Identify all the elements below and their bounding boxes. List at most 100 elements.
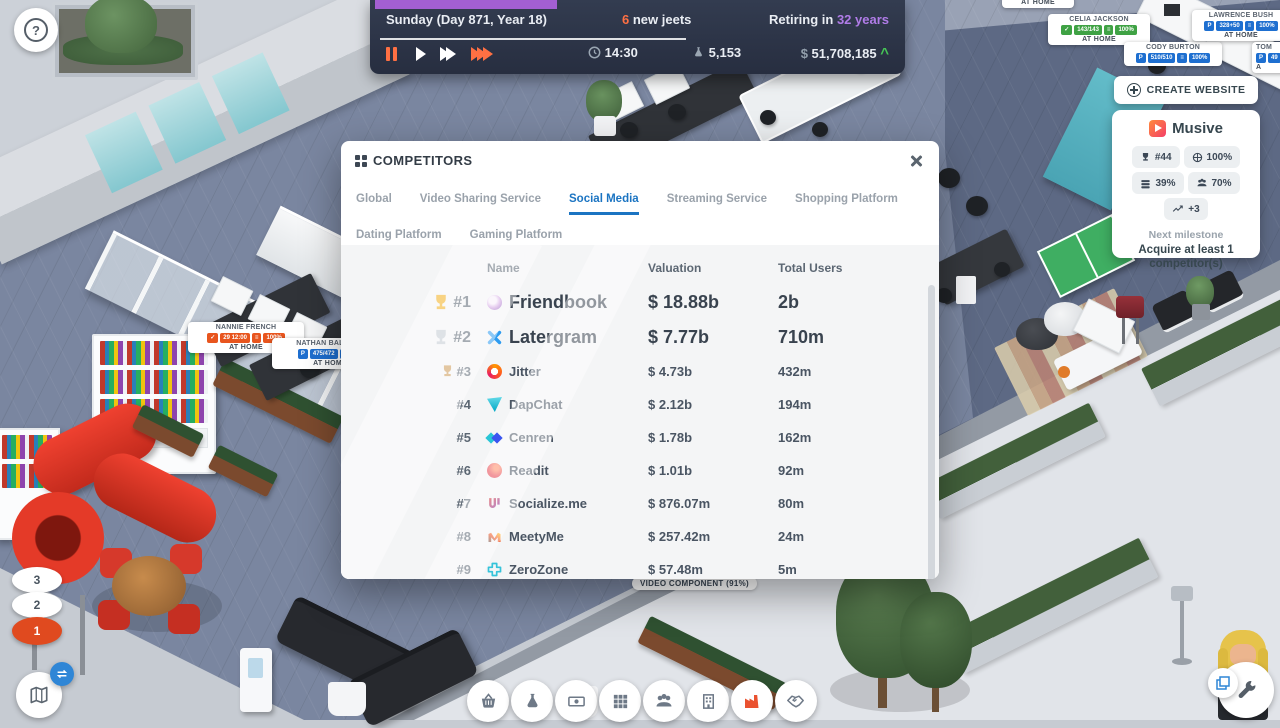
reach-stat: 100% — [1183, 146, 1241, 168]
table-row: #9 ZeroZone $ 57.48m 5m — [456, 562, 797, 577]
employee-plate-celia[interactable]: CELIA JACKSON ✓ 143/143 ≡ 100% AT HOME — [1048, 14, 1150, 45]
play-button[interactable] — [415, 45, 427, 61]
red-stool — [168, 604, 200, 634]
tab-global[interactable]: Global — [356, 193, 392, 205]
water-cooler — [240, 648, 272, 712]
time-controls — [386, 45, 494, 61]
fastest-forward-button[interactable] — [470, 45, 494, 61]
status-chip: 328+50 — [1216, 21, 1243, 31]
modal-scrollbar[interactable] — [928, 285, 935, 579]
research-points: 5,153 — [692, 45, 741, 60]
character-hair-strand — [1258, 648, 1268, 682]
help-button[interactable]: ? — [14, 8, 58, 52]
company-panel: Musive #44 100% 39% 70% +3 Next mileston… — [1112, 110, 1260, 270]
screenshots-button[interactable] — [1208, 668, 1238, 698]
tab-social-media[interactable]: Social Media — [569, 193, 639, 215]
meeting-chair — [812, 122, 828, 137]
status-chip: P — [1204, 21, 1215, 31]
monitor — [1164, 4, 1180, 16]
swap-arrows-icon — [56, 669, 68, 679]
rank-stat: #44 — [1131, 146, 1180, 168]
flask-icon — [526, 693, 538, 707]
table-header: Name Valuation Total Users — [487, 261, 843, 275]
milestone-label: Next milestone — [1148, 229, 1224, 241]
table-row: #2 Latergram $ 7.77b 710m — [341, 320, 939, 355]
team-button[interactable] — [643, 680, 685, 722]
roof-planter — [52, 0, 198, 80]
tab-gaming[interactable]: Gaming Platform — [469, 229, 563, 241]
office-plant — [586, 80, 622, 122]
trend-icon — [1173, 205, 1184, 212]
building-button[interactable] — [687, 680, 729, 722]
company-name: Musive — [1172, 120, 1223, 137]
cabinet — [956, 276, 976, 304]
jeets-count: 6 — [622, 12, 630, 27]
basket-icon — [481, 692, 495, 708]
floor-button-3[interactable]: 3 — [12, 567, 62, 593]
status-chip: ≡ — [1177, 53, 1187, 63]
employee-plate-tom[interactable]: TOM P 49 A — [1252, 42, 1280, 73]
tab-dating[interactable]: Dating Platform — [356, 229, 442, 241]
lamp-leg — [1136, 318, 1139, 344]
research-button[interactable] — [511, 680, 553, 722]
cenren-logo — [485, 430, 503, 445]
balance[interactable]: $ 51,708,185 ^ — [800, 45, 889, 62]
fast-forward-button[interactable] — [440, 45, 457, 61]
round-table — [112, 556, 186, 616]
silver-trophy-icon — [436, 329, 446, 344]
employee-plate-cody[interactable]: CODY BURTON P 510/510 ≡ 100% — [1124, 42, 1222, 66]
tab-shopping[interactable]: Shopping Platform — [795, 193, 898, 205]
planter-pot — [328, 682, 366, 716]
table-row: #3 Jitter $ 4.73b 432m — [341, 355, 939, 388]
floor-button-1[interactable]: 1 — [12, 617, 62, 645]
socializeme-logo — [489, 498, 500, 508]
meeting-chair — [760, 110, 776, 125]
lamp-leg — [1122, 318, 1125, 344]
status-tag[interactable]: AT HOME — [1002, 0, 1074, 8]
status-chip: P — [1135, 53, 1146, 63]
plant-pot — [1192, 304, 1210, 320]
market-button[interactable] — [731, 680, 773, 722]
status-chip: ≡ — [1244, 21, 1255, 31]
status-chip: 475/472 — [309, 349, 338, 359]
dapchat-logo — [487, 397, 502, 412]
lamp-base — [1172, 658, 1192, 665]
create-website-button[interactable]: CREATE WEBSITE — [1114, 76, 1258, 104]
friendbook-logo — [487, 295, 502, 310]
potted-plant — [1186, 276, 1214, 308]
conference-chair — [994, 262, 1010, 277]
tab-video-sharing[interactable]: Video Sharing Service — [419, 193, 542, 205]
modal-header: COMPETITORS — [341, 141, 939, 181]
team-icon — [656, 694, 672, 707]
jitter-logo — [487, 364, 502, 379]
slide-pole — [80, 595, 85, 675]
close-icon[interactable] — [909, 154, 923, 168]
conference-chair — [936, 288, 952, 303]
day-progress-bar — [375, 0, 557, 9]
modal-title: COMPETITORS — [373, 153, 473, 168]
deals-button[interactable] — [775, 680, 817, 722]
map-icon — [30, 686, 48, 704]
inventory-button[interactable] — [599, 680, 641, 722]
basketball — [1058, 366, 1070, 378]
pause-button[interactable] — [386, 45, 400, 61]
plant-pot — [594, 116, 616, 136]
table-row: #8 MeetyMe $ 257.42m 24m — [456, 529, 805, 544]
lamp-shade — [1171, 586, 1193, 601]
finances-button[interactable] — [555, 680, 597, 722]
table-row: #7 Socialize.me $ 876.07m 80m — [456, 496, 805, 511]
store-button[interactable] — [467, 680, 509, 722]
banknote-icon — [567, 695, 585, 707]
new-jeets[interactable]: 6 new jeets — [622, 12, 692, 27]
status-chip: 100% — [1188, 53, 1211, 63]
floor-button-2[interactable]: 2 — [12, 592, 62, 618]
employee-plate-lawrence[interactable]: LAWRENCE BUSH P 328+50 ≡ 100% AT HOME — [1192, 10, 1280, 41]
balance-up-icon: ^ — [880, 45, 889, 62]
category-tabs: Global Video Sharing Service Social Medi… — [356, 193, 916, 262]
window-glass — [148, 81, 227, 164]
milestone-text: Acquire at least 1 competitor(s) — [1138, 244, 1234, 271]
rotate-view-button[interactable] — [50, 662, 74, 686]
wrench-icon — [1238, 680, 1256, 698]
tab-streaming[interactable]: Streaming Service — [666, 193, 768, 205]
table-row: #5 Cenren $ 1.78b 162m — [456, 430, 812, 445]
